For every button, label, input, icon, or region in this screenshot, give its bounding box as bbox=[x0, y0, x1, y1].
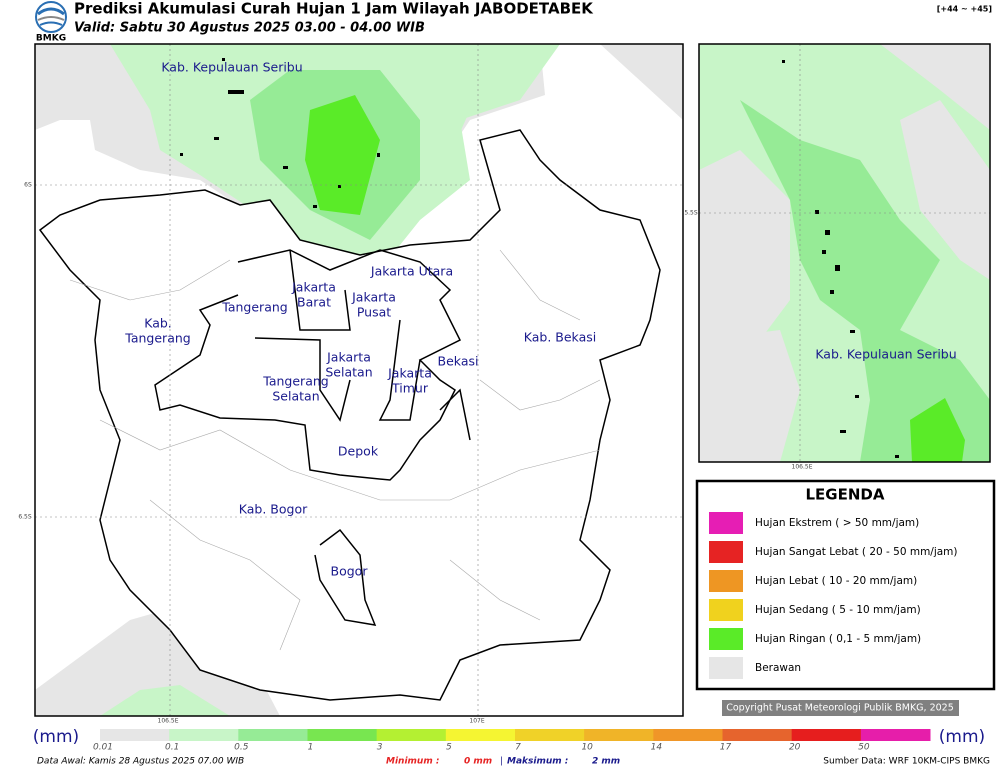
map-label: Bekasi bbox=[438, 354, 479, 369]
min-value: 0 mm bbox=[464, 757, 492, 767]
source: Sumber Data: WRF 10KM-CIPS BMKG bbox=[823, 757, 990, 767]
colorbar-tick: 3 bbox=[377, 743, 383, 753]
colorbar-tick: 10 bbox=[581, 743, 593, 753]
colorbar-segment bbox=[445, 729, 516, 741]
max-value: 2 mm bbox=[592, 757, 620, 767]
copyright: Copyright Pusat Meteorologi Publik BMKG,… bbox=[726, 703, 954, 714]
colorbar-tick: 0.1 bbox=[165, 743, 179, 753]
separator: | bbox=[500, 757, 503, 767]
colorbar-tick: 14 bbox=[651, 743, 663, 753]
unit: (mm) bbox=[33, 727, 79, 747]
subtitle: Valid: Sabtu 30 Agustus 2025 03.00 - 04.… bbox=[74, 21, 425, 36]
legend-swatch bbox=[709, 541, 743, 563]
map-label: Pusat bbox=[357, 305, 391, 320]
colorbar-segment bbox=[238, 729, 308, 741]
unit: (mm) bbox=[939, 727, 985, 747]
logo-text: BMKG bbox=[36, 34, 66, 44]
footer: Data Awal: Kamis 28 Agustus 2025 07.00 W… bbox=[37, 757, 990, 767]
axis-label: 5.5S bbox=[684, 210, 698, 217]
colorbar-tick: 5 bbox=[446, 743, 452, 753]
colorbar-segment bbox=[169, 729, 239, 741]
map-label: Kab. Bekasi bbox=[524, 330, 596, 345]
legend-swatch bbox=[709, 628, 743, 650]
main-map: 6S 6.5S 106.5E 107E Kab. Kepulauan Serib… bbox=[18, 43, 684, 725]
legend-label: Hujan Ringan ( 0,1 - 5 mm/jam) bbox=[755, 633, 921, 645]
range: [+44 ~ +45] bbox=[937, 5, 992, 14]
data-awal: Data Awal: Kamis 28 Agustus 2025 07.00 W… bbox=[37, 757, 244, 767]
axis-label: 6S bbox=[24, 182, 32, 189]
legend-label: Hujan Sedang ( 5 - 10 mm/jam) bbox=[755, 604, 921, 616]
colorbar-segment bbox=[722, 729, 793, 741]
colorbar-segment bbox=[515, 729, 585, 741]
legend-label: Hujan Sangat Lebat ( 20 - 50 mm/jam) bbox=[755, 546, 958, 558]
colorbar-segment bbox=[653, 729, 723, 741]
colorbar-tick: 50 bbox=[858, 743, 870, 753]
map-label: Jakarta bbox=[387, 366, 432, 381]
colorbar-tick: 7 bbox=[515, 743, 521, 753]
map-label: Kab. Kepulauan Seribu bbox=[161, 60, 302, 75]
axis-label: 6.5S bbox=[18, 514, 32, 521]
map-label: Barat bbox=[297, 295, 331, 310]
inset-map: Kab. Kepulauan Seribu 5.5S 106.5E bbox=[684, 43, 991, 471]
colorbar-tick: 0.01 bbox=[93, 743, 113, 753]
map-label: Timur bbox=[391, 381, 429, 396]
axis-label: 106.5E bbox=[792, 464, 813, 471]
colorbar-tick: 0.5 bbox=[234, 743, 249, 753]
map-label: Bogor bbox=[331, 564, 369, 579]
map-label: Tangerang bbox=[124, 331, 190, 346]
legend-swatch bbox=[709, 657, 743, 679]
map-label: Depok bbox=[338, 444, 379, 459]
colorbar-segment bbox=[100, 729, 170, 741]
map-label: Selatan bbox=[325, 365, 372, 380]
legend-swatch bbox=[709, 512, 743, 534]
colorbar-segment bbox=[791, 729, 862, 741]
legend-label: Hujan Ekstrem ( > 50 mm/jam) bbox=[755, 517, 919, 529]
map-label: Jakarta bbox=[291, 280, 336, 295]
min-label: Minimum : bbox=[386, 757, 439, 767]
max-label: Maksimum : bbox=[507, 757, 568, 767]
logo: BMKG bbox=[35, 1, 67, 44]
axis-label: 106.5E bbox=[158, 718, 179, 725]
colorbar-segment bbox=[376, 729, 447, 741]
colorbar-segment bbox=[860, 729, 931, 741]
colorbar: (mm) (mm) 0.01 0.1 0.5 1 3 5 7 10 14 17 20 50 bbox=[33, 727, 985, 753]
map-label: Jakarta Utara bbox=[370, 264, 453, 279]
legend-title: LEGENDA bbox=[806, 486, 885, 504]
legend-label: Hujan Lebat ( 10 - 20 mm/jam) bbox=[755, 575, 917, 587]
colorbar-tick: 20 bbox=[789, 743, 801, 753]
legend-swatch bbox=[709, 599, 743, 621]
map-label: Selatan bbox=[272, 389, 319, 404]
colorbar-segment bbox=[584, 729, 654, 741]
copyright-bg bbox=[722, 700, 959, 716]
axis-label: 107E bbox=[469, 718, 484, 725]
map-label: Jakarta bbox=[326, 350, 371, 365]
title: Prediksi Akumulasi Curah Hujan 1 Jam Wil… bbox=[74, 0, 594, 18]
colorbar-segment bbox=[307, 729, 378, 741]
map-label: Kab. Kepulauan Seribu bbox=[815, 347, 956, 362]
map-label: Tangerang bbox=[221, 300, 287, 315]
legend: LEGENDA Hujan Ekstrem ( > 50 mm/jam) Huja… bbox=[695, 479, 996, 691]
map-label: Jakarta bbox=[351, 290, 396, 305]
colorbar-tick: 17 bbox=[720, 743, 732, 753]
legend-swatch bbox=[709, 570, 743, 592]
map-label: Kab. bbox=[144, 316, 172, 331]
legend-label: Berawan bbox=[755, 662, 801, 674]
colorbar-tick: 1 bbox=[308, 743, 314, 753]
map-label: Tangerang bbox=[262, 374, 328, 389]
map-label: Kab. Bogor bbox=[239, 502, 308, 517]
